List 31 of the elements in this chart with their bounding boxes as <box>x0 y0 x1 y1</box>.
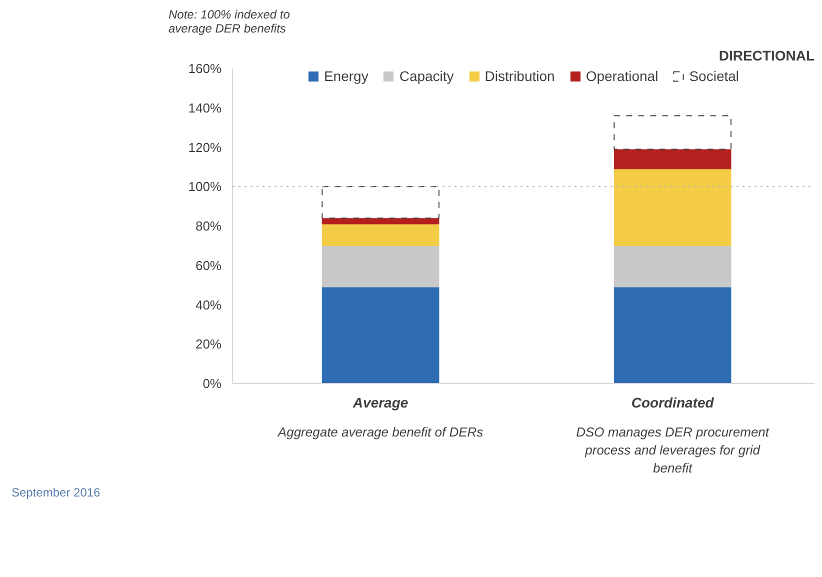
bar <box>614 148 732 170</box>
y-tick-label: 40% <box>195 297 222 312</box>
y-tick-label: 140% <box>188 100 222 116</box>
legend-label: Capacity <box>399 68 454 84</box>
bar <box>322 224 440 246</box>
y-tick-label: 60% <box>195 258 222 273</box>
text: September 2016 <box>12 486 101 500</box>
text: Note: 100% indexed to average DER benefits <box>168 8 290 36</box>
y-tick-label: 160% <box>188 61 222 76</box>
y-tick-label: 120% <box>188 140 222 155</box>
bar <box>322 218 440 224</box>
legend-label: Energy <box>324 68 368 84</box>
y-tick-label: 100% <box>188 179 222 194</box>
text: Aggregate average benefit of DERs <box>276 424 484 440</box>
y-tick-label: 20% <box>195 336 222 352</box>
bar <box>614 286 732 384</box>
bar <box>322 186 440 219</box>
legend-label: Societal <box>689 68 740 84</box>
x-tick-label: Coordinated <box>631 394 714 410</box>
y-tick-label: 0% <box>202 376 222 391</box>
legend-label: Distribution <box>484 68 555 84</box>
legend-label: Operational <box>586 68 658 84</box>
bar <box>614 115 732 150</box>
y-tick-label: 80% <box>195 218 222 234</box>
bar <box>322 286 440 384</box>
x-tick-label: Average <box>352 394 408 410</box>
text: DSO manages DER procurement process and leverages for grid benefit <box>576 424 770 476</box>
bar <box>322 245 440 288</box>
text: DIRECTIONAL <box>718 48 815 64</box>
bar <box>614 245 732 288</box>
bar <box>614 168 732 246</box>
